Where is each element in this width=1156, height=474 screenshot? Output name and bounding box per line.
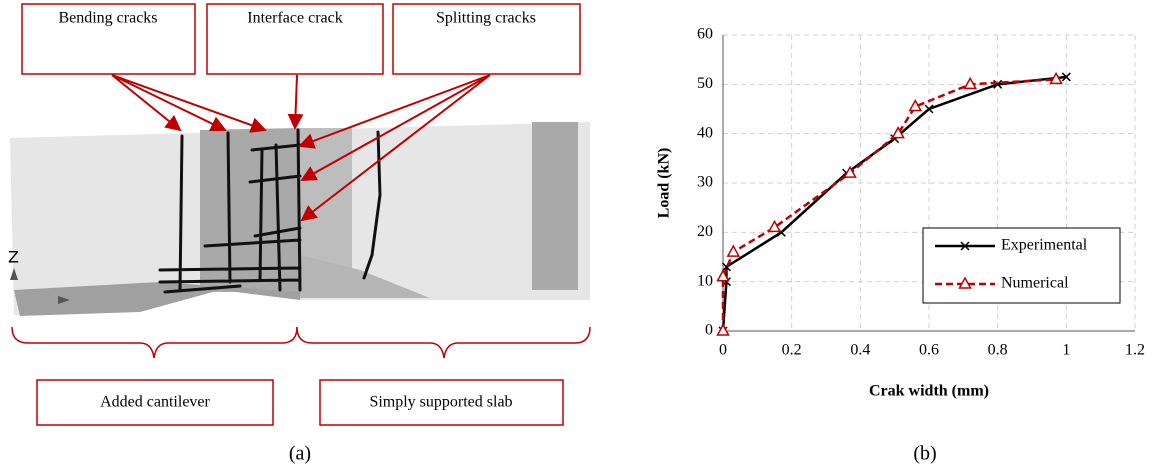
callout: Splitting cracks: [436, 10, 536, 27]
region-label: Simply supported slab: [369, 394, 512, 411]
legend-label: Numerical: [1001, 275, 1069, 292]
x-tick-label: 0.4: [850, 342, 870, 359]
caption: (b): [913, 443, 936, 465]
figure: Z Bending cracks Interface crack Splitti…: [0, 0, 1156, 469]
y-tick-label: 60: [697, 26, 713, 43]
point: [728, 246, 739, 256]
y-tick-label: 40: [697, 124, 713, 141]
callout: Interface crack: [247, 10, 342, 27]
chart: 0 10 20 30 40 50 60 0 0.2 0.4 0.6 0.8 1 1.2 Crak width…: [656, 26, 1145, 400]
x-tick-label: 1: [1062, 342, 1070, 359]
y-tick-label: 30: [697, 174, 713, 191]
y-tick-label: 10: [697, 272, 713, 289]
axis-label: Z: [8, 248, 19, 267]
x-tick-label: 1.2: [1125, 342, 1145, 359]
x-axis-label: Crak width (mm): [869, 383, 989, 400]
legend-label: Experimental: [1001, 237, 1088, 254]
y-tick-label: 20: [697, 223, 713, 240]
callout: Bending cracks: [58, 10, 157, 27]
x-tick-label: 0.8: [988, 342, 1008, 359]
slab-model: Z: [8, 122, 590, 316]
x-tick-label: 0: [719, 342, 727, 359]
point: [718, 325, 729, 335]
region-label: Added cantilever: [100, 394, 210, 411]
x-tick-label: 0.6: [919, 342, 939, 359]
point: [769, 221, 780, 231]
y-tick-label: 50: [697, 75, 713, 92]
y-axis-label: Load (kN): [656, 148, 673, 219]
x-tick-label: 0.2: [782, 342, 802, 359]
caption: (a): [289, 443, 311, 465]
y-tick-label: 0: [705, 322, 713, 339]
